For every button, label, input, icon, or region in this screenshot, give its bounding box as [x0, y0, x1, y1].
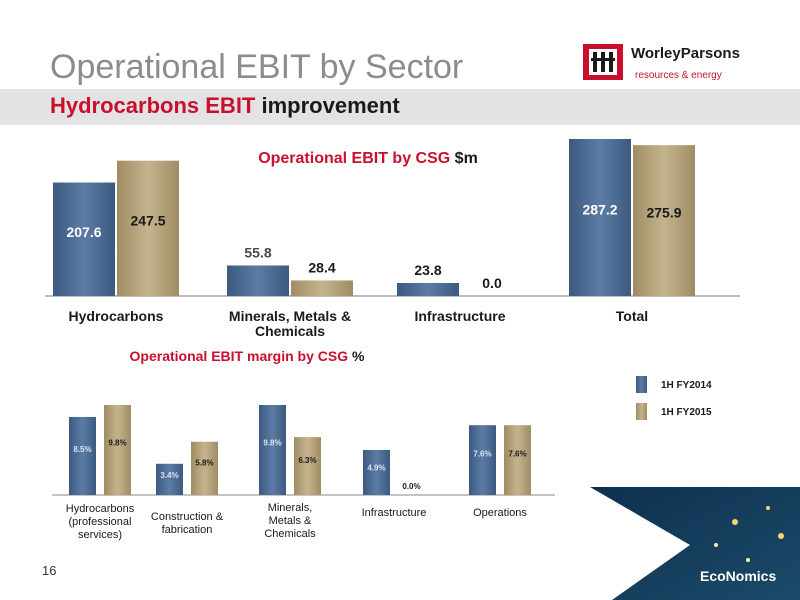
- chart1-data-label: 287.2: [582, 201, 617, 217]
- legend-label: 1H FY2014: [661, 380, 712, 391]
- chart2-category-label: (professional: [69, 516, 132, 528]
- company-logo: WorleyParsons resources & energy: [583, 42, 793, 86]
- chart2-category-label: fabrication: [162, 524, 213, 536]
- chart2-bar: [69, 416, 96, 495]
- subtitle-highlight: Hydrocarbons EBIT: [50, 93, 256, 118]
- chart2-data-label: 0.0%: [402, 482, 420, 491]
- logo-mark-icon: [583, 44, 623, 80]
- chart2-data-label: 6.3%: [298, 456, 316, 465]
- chart1-category-label: Hydrocarbons: [69, 308, 164, 324]
- chart1-data-label: 0.0: [482, 275, 502, 291]
- chart2-data-label: 9.8%: [108, 439, 126, 448]
- chart1-bar: [397, 282, 459, 296]
- chart2-category-label: services): [78, 529, 122, 541]
- legend-swatch: [636, 376, 647, 393]
- chart1-bar: [291, 280, 353, 296]
- chart2-data-label: 7.6%: [473, 450, 491, 459]
- subtitle-band: [0, 89, 800, 125]
- chart2-data-label: 8.5%: [73, 445, 91, 454]
- chart2-category-label: Hydrocarbons: [66, 503, 135, 515]
- chart2-category-label: Infrastructure: [362, 507, 427, 519]
- chart2-category-label: Chemicals: [264, 528, 316, 540]
- chart2-bar: [469, 425, 496, 495]
- chart2-bar: [363, 450, 390, 495]
- chart1-data-label: 28.4: [308, 259, 335, 275]
- subtitle-rest: improvement: [261, 93, 400, 118]
- chart2-data-label: 5.8%: [195, 459, 213, 468]
- logo-name: WorleyParsons: [631, 45, 740, 62]
- chart1-data-label: 275.9: [646, 205, 681, 221]
- econOmics-brand: EcoNomics: [700, 568, 777, 584]
- chart1-bar: [569, 139, 631, 296]
- chart1-category-label: Minerals, Metals &: [229, 308, 351, 324]
- chart1-category-label: Total: [616, 308, 648, 324]
- decorative-industrial-image: [590, 487, 800, 600]
- chart1-bar: [117, 160, 179, 296]
- page-title: Operational EBIT by Sector: [50, 48, 464, 86]
- logo-tagline: resources & energy: [635, 70, 722, 81]
- chart1-bar: [227, 265, 289, 296]
- chart2-bar: [104, 405, 131, 495]
- chart2-title: Operational EBIT margin by CSG %: [130, 348, 365, 364]
- page-number: 16: [42, 563, 57, 578]
- chart1-category-label: Infrastructure: [414, 308, 505, 324]
- legend-label: 1H FY2015: [661, 407, 712, 418]
- chart2-data-label: 3.4%: [160, 471, 178, 480]
- chart1-bar: [633, 145, 695, 296]
- chart2-category-label: Minerals,: [268, 502, 313, 514]
- chart1-category-label: Chemicals: [255, 323, 325, 339]
- chart2-data-label: 7.6%: [508, 450, 526, 459]
- chart2-data-label: 9.8%: [263, 439, 281, 448]
- chart1-bar: [53, 182, 115, 296]
- chart2-bar: [504, 425, 531, 495]
- chart2-category-label: Operations: [473, 507, 527, 519]
- chart2-bar: [156, 463, 183, 495]
- legend-swatch: [636, 403, 647, 420]
- chart2-bar: [294, 437, 321, 495]
- page-subtitle: Hydrocarbons EBIT improvement: [50, 93, 400, 119]
- chart2-category-label: Construction &: [151, 511, 224, 523]
- chart1-data-label: 23.8: [414, 262, 441, 278]
- chart1-data-label: 55.8: [244, 244, 271, 260]
- chart2-bar: [191, 441, 218, 495]
- chart2-category-label: Metals &: [269, 515, 312, 527]
- chart1-data-label: 207.6: [66, 224, 101, 240]
- chart1-title: Operational EBIT by CSG $m: [258, 150, 478, 167]
- chart2-bar: [259, 405, 286, 495]
- chart2-data-label: 4.9%: [367, 463, 385, 472]
- chart1-data-label: 247.5: [130, 213, 165, 229]
